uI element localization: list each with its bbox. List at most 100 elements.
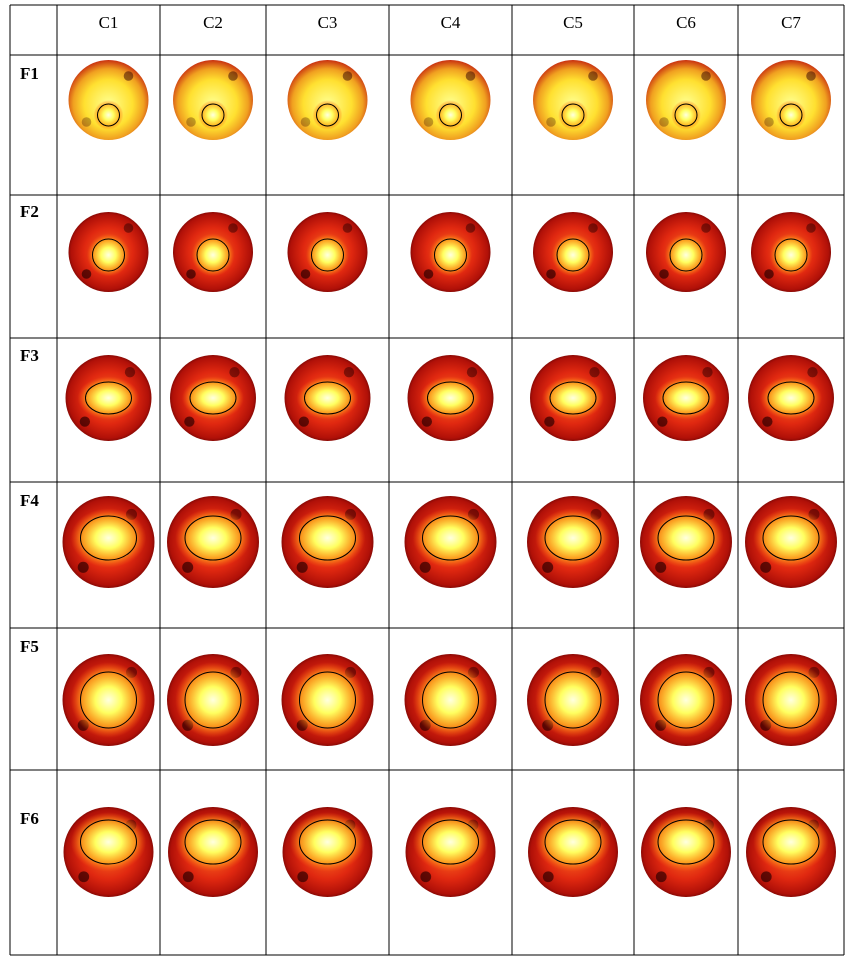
dark-spot — [423, 117, 434, 127]
roi-outline — [80, 819, 137, 865]
hot-spot — [671, 100, 701, 130]
roi-outline — [657, 819, 715, 865]
roi-outline — [774, 238, 808, 272]
hot-spot — [753, 812, 829, 872]
dark-spot — [81, 269, 92, 279]
dark-spot — [764, 117, 774, 127]
hot-spot — [435, 100, 466, 130]
dark-spot — [342, 223, 353, 233]
dark-spot — [807, 367, 818, 378]
dark-spot — [296, 561, 308, 573]
roi-outline — [556, 238, 590, 272]
row-label: F1 — [20, 64, 39, 83]
hot-spot — [181, 376, 245, 420]
roi-outline — [85, 381, 132, 415]
hot-spot — [753, 662, 829, 738]
hot-spot — [776, 100, 806, 130]
hot-spot — [412, 812, 489, 872]
dark-spot — [465, 223, 476, 233]
column-header: C2 — [203, 13, 223, 32]
hot-spot — [191, 233, 235, 277]
dark-spot — [228, 223, 238, 233]
hot-spot — [77, 376, 140, 420]
hot-spot — [419, 376, 482, 420]
dark-spot — [300, 117, 311, 127]
roi-outline — [544, 671, 602, 729]
roi-outline — [80, 671, 137, 729]
hot-spot — [93, 100, 124, 130]
dark-spot — [655, 871, 667, 883]
dark-spot — [342, 71, 353, 81]
roi-outline — [762, 671, 820, 729]
roi-outline — [767, 381, 815, 415]
dark-spot — [81, 117, 92, 127]
row-label: F3 — [20, 346, 39, 365]
roi-outline — [544, 515, 602, 561]
roi-outline — [299, 671, 356, 729]
dark-spot — [182, 871, 194, 883]
dark-spot — [588, 71, 598, 81]
dark-spot — [544, 416, 555, 427]
column-header: C6 — [676, 13, 696, 32]
dark-spot — [702, 367, 713, 378]
roi-outline — [762, 515, 820, 561]
dark-spot — [806, 71, 816, 81]
roi-outline — [316, 103, 339, 127]
hot-spot — [753, 508, 829, 568]
dark-spot — [186, 269, 196, 279]
dark-spot — [542, 871, 554, 883]
hot-spot — [312, 100, 343, 130]
hot-spot — [70, 812, 147, 872]
dark-spot — [300, 269, 311, 279]
hot-spot — [412, 508, 489, 568]
dark-spot — [423, 269, 434, 279]
roi-outline — [561, 103, 585, 127]
dark-spot — [229, 367, 240, 378]
dark-spot — [657, 416, 668, 427]
hot-spot — [289, 508, 366, 568]
roi-outline — [201, 103, 225, 127]
hot-spot — [428, 233, 473, 277]
roi-outline — [299, 819, 356, 865]
hot-spot — [759, 376, 823, 420]
roi-outline — [184, 515, 242, 561]
roi-outline — [422, 671, 479, 729]
row-label: F4 — [20, 491, 39, 510]
roi-outline — [299, 515, 356, 561]
dark-spot — [297, 871, 309, 883]
dark-spot — [701, 71, 711, 81]
roi-outline — [184, 819, 242, 865]
dark-spot — [421, 416, 433, 427]
dark-spot — [589, 367, 600, 378]
hot-spot — [175, 508, 251, 568]
dark-spot — [79, 416, 91, 427]
dark-spot — [186, 117, 196, 127]
dark-spot — [701, 223, 711, 233]
dark-spot — [465, 71, 476, 81]
roi-outline — [674, 103, 698, 127]
dark-spot — [760, 561, 772, 573]
hot-spot — [70, 508, 147, 568]
roi-outline — [304, 381, 351, 415]
hot-spot — [305, 233, 350, 277]
hot-spot — [289, 812, 366, 872]
dark-spot — [77, 561, 89, 573]
roi-outline — [196, 238, 230, 272]
roi-outline — [184, 671, 242, 729]
roi-outline — [311, 238, 344, 272]
hot-spot — [175, 662, 251, 738]
hot-spot — [551, 233, 595, 277]
hot-spot — [70, 662, 147, 738]
hot-spot — [648, 812, 724, 872]
dark-spot — [659, 117, 669, 127]
hot-spot — [541, 376, 605, 420]
hot-spot — [198, 100, 228, 130]
dark-spot — [184, 416, 195, 427]
dark-spot — [806, 223, 816, 233]
roi-outline — [439, 103, 462, 127]
dark-spot — [420, 871, 432, 883]
dark-spot — [228, 71, 238, 81]
roi-outline — [549, 381, 597, 415]
